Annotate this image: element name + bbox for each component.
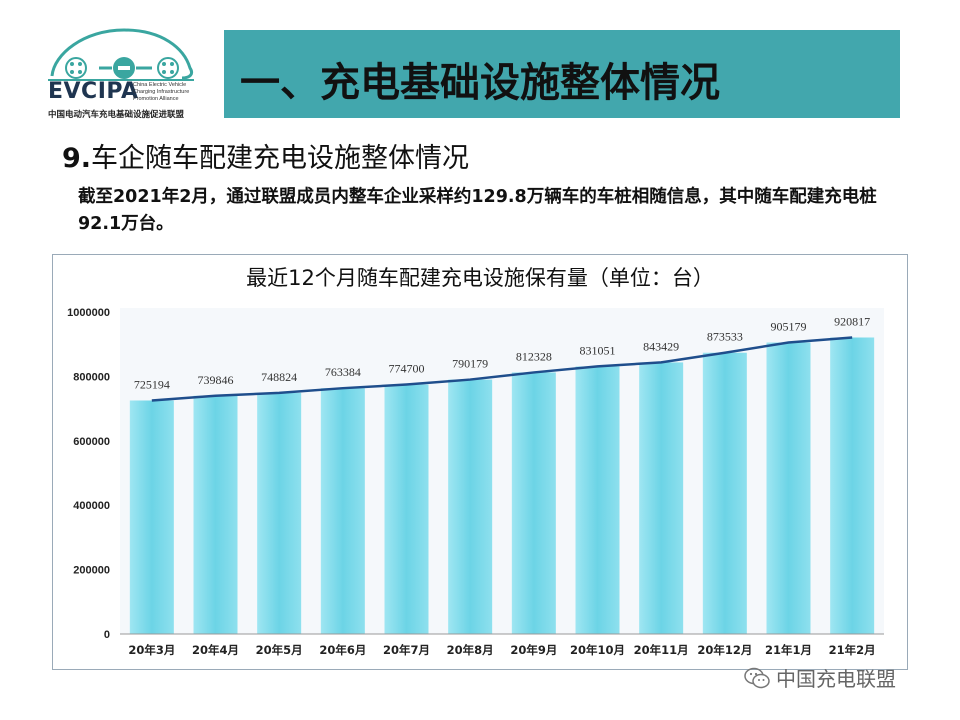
x-tick-label: 20年11月: [634, 643, 689, 657]
data-label: 725194: [134, 377, 170, 391]
bar: [511, 372, 556, 634]
data-label: 873533: [707, 330, 743, 344]
logo-chinese-name: 中国电动汽车充电基础设施促进联盟: [48, 110, 185, 120]
data-label: 763384: [325, 365, 361, 379]
bar: [766, 342, 811, 634]
data-label: 812328: [516, 349, 552, 363]
bar: [639, 362, 684, 634]
x-tick-label: 20年8月: [447, 643, 494, 657]
watermark: 中国充电联盟: [744, 663, 896, 692]
data-label: 843429: [643, 339, 679, 353]
data-label: 905179: [771, 320, 807, 334]
x-tick-label: 20年10月: [570, 643, 625, 657]
title-banner: [224, 30, 900, 118]
y-tick-label: 600000: [73, 436, 110, 448]
bar: [320, 388, 365, 634]
data-label: 920817: [834, 314, 870, 328]
bar: [384, 384, 429, 634]
y-tick-label: 0: [104, 629, 110, 641]
bar: [830, 337, 875, 634]
logo-description: China Electric Vehicle Charging Infrastr…: [133, 82, 190, 102]
evcipa-logo: [48, 28, 194, 81]
y-tick-label: 200000: [73, 565, 110, 577]
plug-icon: [99, 57, 152, 79]
section-heading: 9.车企随车配建充电设施整体情况: [62, 136, 469, 175]
logo-brand: EVCIPA: [48, 79, 139, 104]
wheel-icon: [65, 57, 87, 79]
y-tick-label: 800000: [73, 371, 110, 383]
x-tick-label: 20年12月: [697, 643, 752, 657]
trend-line: [151, 336, 853, 402]
x-tick-label: 20年5月: [256, 643, 303, 657]
bar: [257, 392, 302, 634]
wheel-icon: [157, 57, 179, 79]
page-title: 一、充电基础设施整体情况: [240, 60, 720, 106]
watermark-text: 中国充电联盟: [776, 667, 896, 691]
bar: [702, 352, 747, 634]
x-tick-label: 20年3月: [128, 643, 175, 657]
wechat-icon: [744, 667, 770, 688]
plot-area: [120, 308, 884, 634]
section-number: 9.: [62, 143, 92, 174]
section-title: 车企随车配建充电设施整体情况: [91, 143, 470, 174]
x-tick-label: 20年4月: [192, 643, 239, 657]
bar: [129, 400, 174, 634]
bar: [575, 366, 620, 634]
x-tick-label: 20年6月: [319, 643, 366, 657]
data-label: 831051: [580, 343, 616, 357]
chart-title: 最近12个月随车配建充电设施保有量（单位：台）: [246, 266, 714, 290]
bar: [193, 395, 238, 634]
x-tick-label: 21年2月: [829, 643, 876, 657]
data-label: 748824: [261, 370, 297, 384]
data-label: 739846: [198, 373, 234, 387]
x-tick-label: 20年7月: [383, 643, 430, 657]
data-label: 790179: [452, 357, 488, 371]
y-tick-label: 400000: [73, 500, 110, 512]
x-tick-label: 20年9月: [510, 643, 557, 657]
x-tick-label: 21年1月: [765, 643, 812, 657]
y-tick-label: 1000000: [67, 307, 110, 319]
description-paragraph: 截至2021年2月，通过联盟成员内整车企业采样约129.8万辆车的车桩相随信息，…: [78, 187, 877, 234]
data-label: 774700: [389, 362, 425, 376]
bar: [448, 379, 493, 634]
